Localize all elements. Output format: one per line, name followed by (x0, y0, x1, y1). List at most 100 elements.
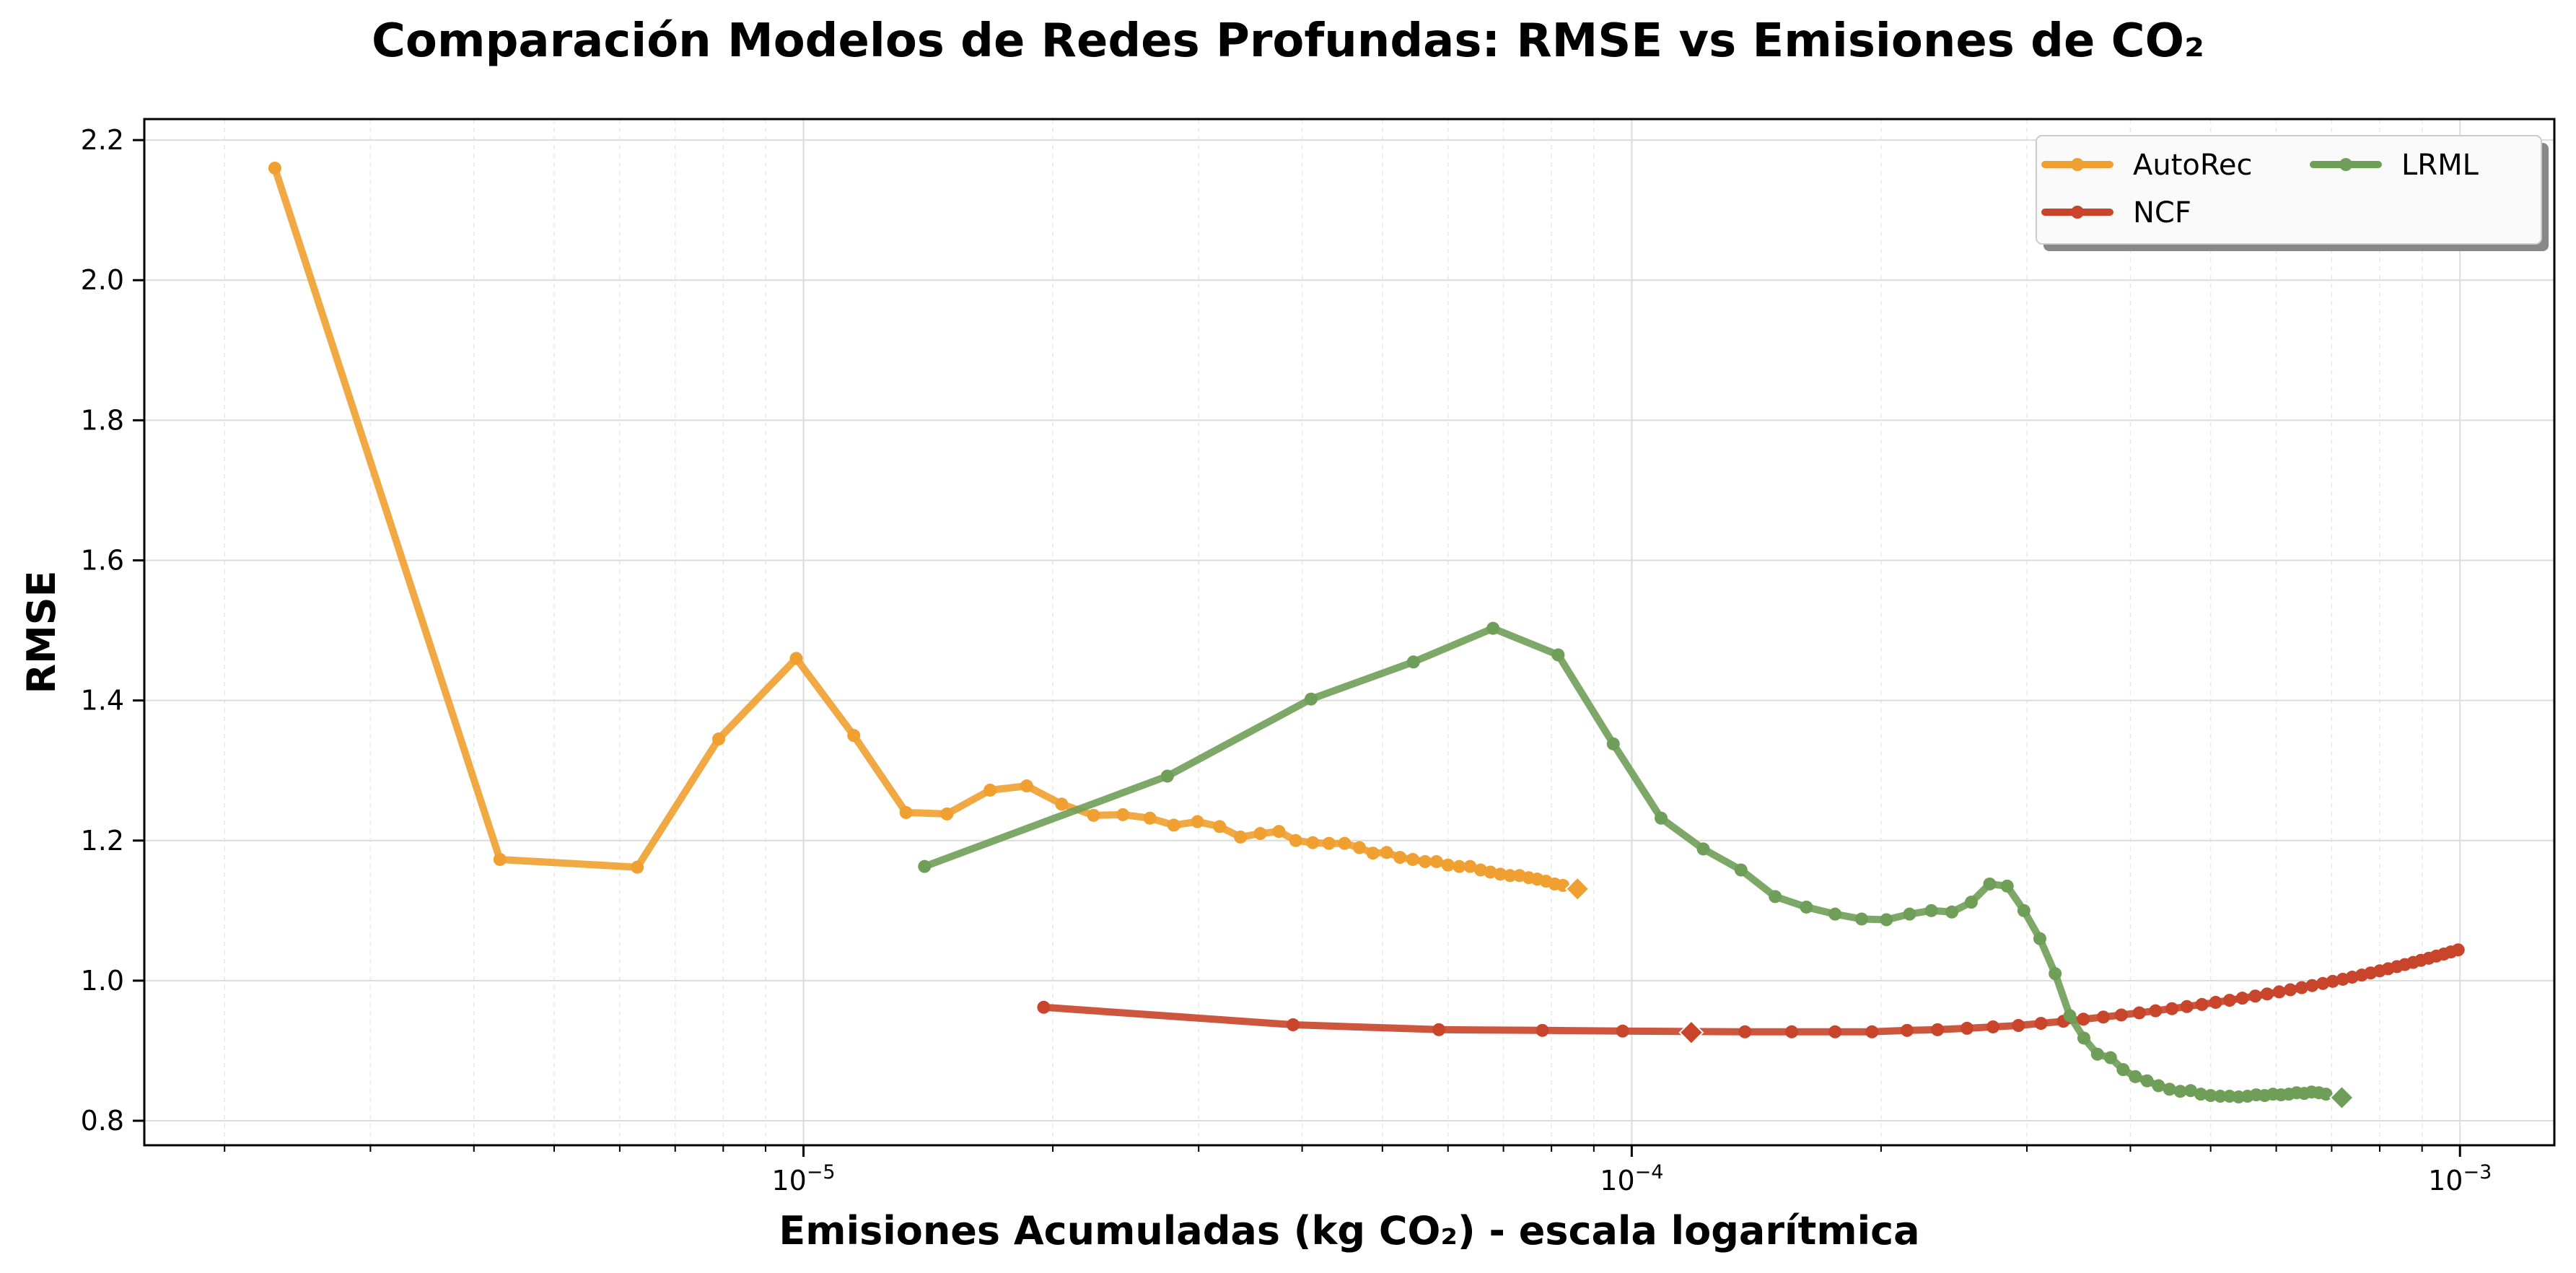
legend-label-ncf: NCF (2133, 196, 2191, 229)
data-point-autorec (1213, 820, 1227, 834)
data-point-lrml (1304, 692, 1318, 706)
data-point-ncf (2295, 981, 2308, 994)
data-point-lrml (2194, 1088, 2208, 1101)
legend-marker-ncf (2071, 206, 2084, 219)
data-point-ncf (1828, 1025, 1842, 1038)
data-point-ncf (2209, 995, 2222, 1009)
data-point-ncf (2235, 992, 2249, 1005)
data-point-lrml (2204, 1089, 2217, 1103)
data-point-ncf (1785, 1025, 1799, 1038)
data-point-autorec (268, 161, 281, 175)
legend-marker-autorec (2071, 158, 2084, 171)
final-marker-ncf (1678, 1020, 1704, 1046)
data-point-lrml (2140, 1074, 2154, 1088)
x-axis-label: Emisiones Acumuladas (kg CO₂) - escala l… (779, 1208, 1919, 1254)
data-point-ncf (2451, 943, 2465, 957)
data-point-autorec (1306, 836, 1320, 849)
data-point-autorec (1020, 779, 1033, 793)
data-point-lrml (1924, 904, 1938, 917)
y-tick-label: 2.0 (81, 264, 124, 296)
final-marker-autorec (1564, 876, 1590, 902)
data-point-autorec (712, 732, 726, 746)
data-point-autorec (1167, 818, 1180, 832)
y-tick-label: 2.2 (81, 124, 124, 156)
data-point-autorec (1272, 825, 1286, 839)
data-point-lrml (1734, 863, 1748, 877)
legend-label-autorec: AutoRec (2133, 149, 2252, 182)
data-point-autorec (1484, 865, 1497, 879)
chart-title: Comparación Modelos de Redes Profundas: … (372, 14, 2204, 68)
data-point-autorec (1463, 859, 1477, 873)
data-point-ncf (2260, 987, 2274, 1001)
data-point-autorec (1441, 858, 1455, 872)
data-point-ncf (1432, 1023, 1446, 1036)
x-tick-label-exponent: −3 (2463, 1161, 2492, 1184)
y-tick-label: 0.8 (81, 1105, 124, 1137)
data-point-autorec (1419, 854, 1432, 868)
data-point-autorec (1393, 851, 1407, 865)
data-point-lrml (2103, 1051, 2117, 1064)
data-point-autorec (631, 860, 644, 874)
data-point-ncf (1986, 1020, 2000, 1033)
data-point-autorec (1322, 836, 1336, 850)
data-point-lrml (2319, 1088, 2333, 1101)
data-point-ncf (2180, 999, 2194, 1013)
data-point-lrml (1880, 913, 1893, 927)
data-point-lrml (2116, 1063, 2130, 1077)
data-point-autorec (1406, 852, 1419, 866)
data-point-ncf (2284, 983, 2297, 997)
data-point-autorec (847, 729, 861, 743)
data-point-ncf (1535, 1023, 1549, 1037)
data-point-ncf (2248, 989, 2262, 1003)
final-marker-lrml (2329, 1085, 2354, 1111)
data-point-ncf (2305, 979, 2319, 992)
data-point-lrml (2152, 1079, 2165, 1093)
data-point-ncf (2316, 976, 2330, 990)
data-point-autorec (1143, 811, 1157, 825)
data-point-ncf (1931, 1023, 1945, 1036)
data-point-lrml (1486, 621, 1500, 635)
data-point-autorec (1234, 830, 1248, 844)
y-tick-label: 1.4 (81, 685, 124, 717)
data-point-autorec (1116, 808, 1130, 821)
series-autorec (268, 161, 1590, 902)
data-point-lrml (2184, 1084, 2198, 1098)
data-point-lrml (2213, 1090, 2227, 1103)
data-point-autorec (1289, 834, 1302, 847)
series-ncf (1037, 943, 2465, 1046)
data-point-autorec (1253, 827, 1267, 841)
data-point-lrml (2077, 1031, 2091, 1045)
data-point-ncf (1286, 1018, 1300, 1032)
y-tick-label: 1.6 (81, 545, 124, 577)
data-point-ncf (2077, 1012, 2090, 1026)
data-point-autorec (1453, 859, 1466, 873)
data-point-autorec (1191, 815, 1204, 828)
data-point-lrml (1160, 769, 1174, 783)
data-point-lrml (1945, 905, 1959, 919)
axis-ticks: 10−5 10−4 10−30.81.01.21.41.61.82.02.2 (81, 124, 2492, 1197)
data-point-autorec (493, 852, 507, 866)
y-axis-label: RMSE (19, 570, 64, 694)
data-point-ncf (2165, 1002, 2179, 1015)
data-point-lrml (918, 859, 932, 873)
data-point-lrml (1903, 907, 1916, 921)
plot-frame (143, 118, 2556, 1147)
data-point-ncf (2222, 994, 2236, 1007)
data-point-lrml (2017, 904, 2030, 917)
data-point-ncf (1738, 1025, 1752, 1038)
y-tick-label: 1.8 (81, 404, 124, 436)
data-point-lrml (1551, 648, 1565, 662)
legend: AutoRec NCF LRML (2036, 135, 2549, 251)
data-point-ncf (1616, 1024, 1629, 1038)
data-point-ncf (1037, 1000, 1051, 1014)
data-point-ncf (1865, 1025, 1879, 1038)
x-tick-label-exponent: −5 (807, 1161, 836, 1184)
data-point-ncf (2114, 1008, 2128, 1022)
data-point-ncf (2149, 1004, 2163, 1018)
data-point-autorec (940, 807, 954, 821)
data-point-autorec (1366, 847, 1380, 860)
data-point-lrml (1964, 896, 1978, 909)
series-lrml (918, 621, 2354, 1111)
data-point-lrml (1655, 811, 1668, 825)
